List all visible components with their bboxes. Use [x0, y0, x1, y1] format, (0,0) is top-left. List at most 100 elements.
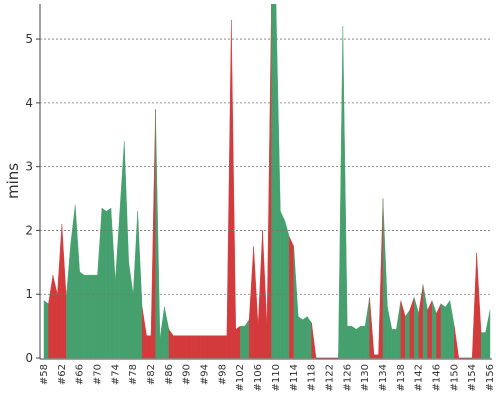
area-segment	[66, 243, 71, 359]
x-tick-label: #130	[360, 364, 371, 391]
area-segment	[449, 300, 455, 359]
area-segment	[222, 335, 228, 359]
area-segment	[235, 325, 241, 359]
y-tick-label: 0	[25, 351, 33, 365]
area-segment	[391, 329, 397, 359]
area-segment	[173, 335, 179, 359]
area-segment	[52, 275, 58, 359]
x-tick-label: #156	[485, 364, 496, 391]
area-segment	[356, 325, 361, 359]
area-segment	[427, 300, 433, 359]
area-segment	[115, 211, 121, 359]
area-segment	[92, 274, 98, 359]
area-segment	[137, 211, 143, 359]
area-segment	[168, 328, 174, 359]
x-tick-label: #102	[235, 364, 246, 391]
area-segment	[57, 224, 63, 359]
x-tick-label: #126	[342, 364, 353, 391]
area-segment	[70, 204, 76, 359]
area-segment	[485, 310, 491, 359]
area-segment	[387, 306, 393, 359]
area-segment	[378, 198, 384, 359]
area-segment	[422, 284, 428, 359]
x-tick-label: #82	[146, 364, 157, 385]
area-segment	[155, 109, 161, 359]
y-tick-label: 4	[25, 96, 33, 110]
x-tick-label: #154	[467, 364, 478, 391]
area-segment	[159, 306, 165, 359]
area-segment	[190, 335, 196, 359]
x-tick-label: #110	[271, 364, 282, 391]
area-segment	[204, 335, 210, 359]
area-segment	[248, 246, 254, 359]
area-segment	[83, 274, 89, 359]
area-segment	[61, 224, 67, 359]
area-segment	[244, 319, 250, 359]
area-segment	[186, 335, 192, 359]
area-segment	[418, 284, 424, 359]
area-segment	[48, 275, 54, 359]
area-segment	[440, 303, 446, 359]
area-segment	[177, 335, 183, 359]
x-tick-label: #142	[414, 364, 425, 391]
area-segment	[382, 198, 388, 359]
x-tick-label: #98	[217, 364, 228, 385]
x-tick-label: #66	[75, 364, 86, 385]
area-segment	[342, 26, 348, 359]
area-segment	[150, 109, 156, 359]
x-tick-label: #134	[378, 364, 389, 391]
area-segment	[226, 19, 232, 359]
x-tick-label: #146	[431, 364, 442, 391]
x-tick-label: #58	[39, 364, 50, 385]
area-segment	[351, 325, 357, 359]
area-segment	[454, 326, 460, 359]
area-segment	[128, 262, 134, 359]
area-segment	[253, 246, 259, 359]
x-tick-label: #70	[93, 364, 104, 385]
area-segment	[289, 236, 294, 359]
y-tick-label: 3	[25, 160, 33, 174]
area-segment	[182, 335, 187, 359]
area-segment	[311, 322, 317, 359]
area-segment	[476, 252, 482, 359]
area-segment	[436, 303, 442, 359]
x-tick-label: #94	[200, 364, 211, 385]
x-tick-label: #86	[164, 364, 175, 385]
area-segment	[213, 335, 219, 359]
y-tick-label: 1	[25, 287, 33, 301]
area-segment	[409, 297, 415, 359]
plot-area	[43, 4, 491, 359]
area-segment	[369, 297, 375, 359]
area-segment	[396, 300, 401, 359]
area-segment	[217, 335, 223, 359]
x-tick-label: #118	[307, 364, 318, 391]
x-tick-label: #78	[128, 364, 139, 385]
area-segment	[373, 354, 379, 359]
x-tick-label: #114	[289, 364, 300, 391]
area-segment	[298, 316, 303, 359]
x-tick-label: #74	[110, 364, 121, 385]
area-segment	[275, 4, 281, 359]
area-segment	[79, 271, 85, 359]
x-tick-label: #106	[253, 364, 264, 391]
area-segment	[400, 300, 406, 359]
x-tick-label: #62	[57, 364, 68, 385]
area-segment	[141, 306, 147, 359]
area-segment	[302, 316, 308, 359]
area-segment	[360, 325, 366, 359]
area-segment	[445, 299, 451, 359]
area-segment	[146, 335, 152, 359]
area-segment	[132, 211, 138, 359]
area-segment	[413, 297, 419, 359]
area-segment	[431, 300, 437, 359]
area-segment	[306, 315, 312, 359]
area-segment	[43, 300, 49, 359]
area-segment	[124, 141, 129, 359]
area-segment	[231, 19, 236, 359]
area-segment	[338, 26, 344, 359]
area-segment	[271, 4, 277, 359]
area-segment	[208, 335, 214, 359]
x-tick-label: #150	[449, 364, 460, 391]
area-segment	[199, 335, 205, 359]
x-tick-label: #90	[182, 364, 193, 385]
